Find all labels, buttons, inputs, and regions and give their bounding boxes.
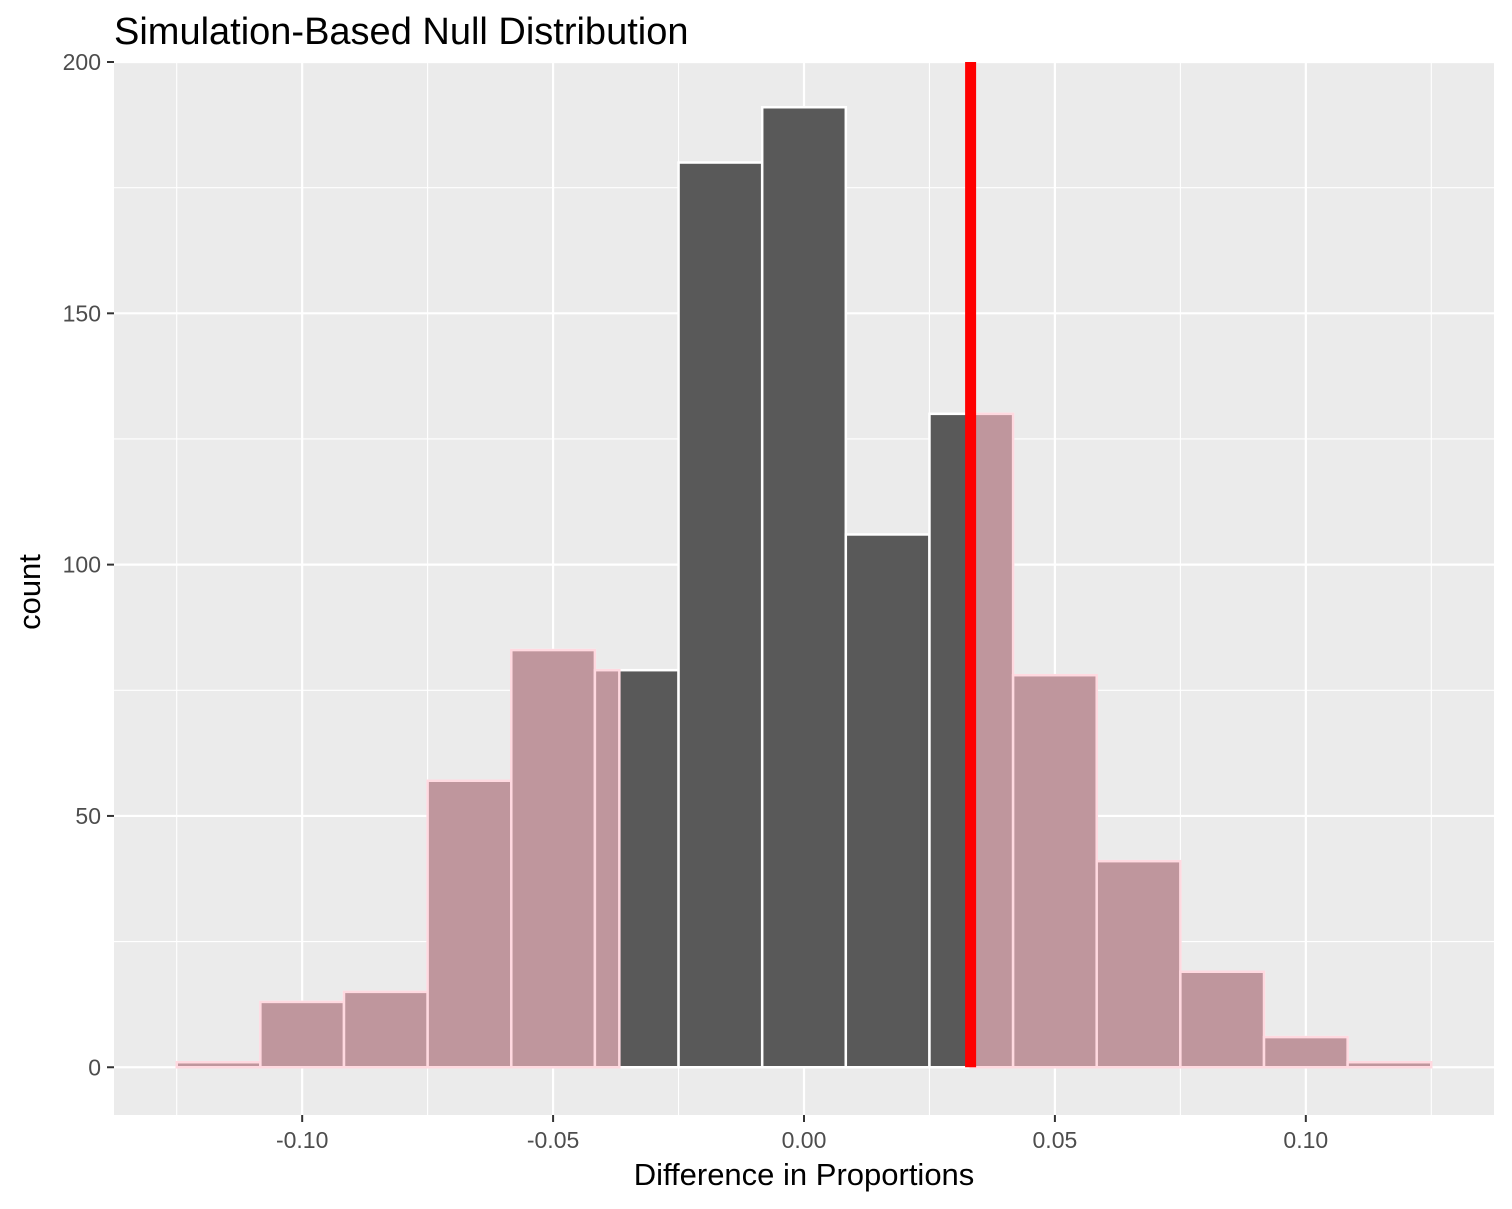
x-tick-label: -0.05 <box>527 1127 579 1153</box>
x-tick-label: -0.10 <box>276 1127 328 1153</box>
x-tick-label: 0.10 <box>1283 1127 1328 1153</box>
shaded-bin <box>1011 673 1098 1069</box>
y-tick-label: 50 <box>75 803 101 829</box>
shaded-bin <box>426 779 513 1069</box>
x-tick-label: 0.00 <box>782 1127 827 1153</box>
y-axis: 0 50 100 150 200 <box>63 49 114 1080</box>
histogram-bar <box>677 161 764 1069</box>
y-tick-label: 200 <box>63 49 101 75</box>
histogram-bar <box>844 533 931 1069</box>
shaded-bin <box>969 412 1015 1069</box>
y-tick-label: 0 <box>88 1054 101 1080</box>
shaded-bin <box>1346 1060 1433 1069</box>
y-tick-label: 150 <box>63 300 101 326</box>
x-tick-label: 0.05 <box>1033 1127 1078 1153</box>
shaded-bin <box>593 668 621 1069</box>
x-axis-title: Difference in Proportions <box>634 1157 975 1192</box>
shaded-bin <box>175 1060 262 1069</box>
y-axis-title: count <box>12 554 47 630</box>
shaded-bin <box>1262 1035 1349 1069</box>
shaded-bin <box>342 990 429 1069</box>
chart-title: Simulation-Based Null Distribution <box>114 11 688 53</box>
shaded-bins <box>175 412 1433 1069</box>
shaded-bin <box>259 1000 346 1069</box>
shaded-bin <box>1179 970 1266 1069</box>
shaded-bin <box>1095 859 1182 1069</box>
y-tick-label: 100 <box>63 552 101 578</box>
shaded-bin <box>510 648 597 1069</box>
histogram-bar <box>760 105 848 1069</box>
x-axis: -0.10 -0.05 0.00 0.05 0.10 <box>276 1115 1328 1153</box>
